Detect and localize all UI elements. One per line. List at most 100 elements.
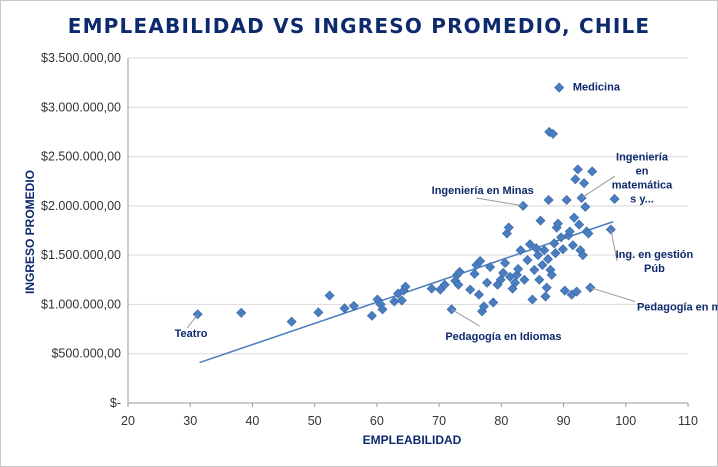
annotation-leader-line [590,287,636,302]
data-point [313,307,324,318]
annotation-label: Medicina [573,82,621,94]
data-point [579,178,590,189]
data-point [550,248,561,259]
data-point [469,268,480,279]
data-point [571,286,582,297]
data-point [509,277,521,288]
data-point [559,285,570,296]
data-point [473,289,484,300]
data-point [454,266,465,277]
data-point [577,250,588,261]
data-point [475,256,486,267]
annotation-label: Ingeniería [616,152,669,164]
data-point [488,297,499,308]
annotation-leader-line [476,197,524,207]
data-point [348,300,359,311]
data-point [561,194,572,205]
annotation-label: Ingeniería en Minas [432,185,534,197]
data-points [192,82,620,327]
annotation-label: Púb [644,263,665,275]
annotation-leader-line [451,308,480,327]
annotation-label: Teatro [175,328,208,340]
x-tick-label: 90 [557,414,571,428]
data-point [564,226,575,237]
data-point [543,194,554,205]
data-point [535,215,546,226]
data-point [547,128,559,139]
y-tick-label: $- [110,396,121,410]
annotation-label: Pedagogía en Idiomas [445,331,561,343]
data-point [439,279,450,290]
data-point [485,261,496,272]
x-tick-label: 20 [121,414,135,428]
x-tick-label: 80 [494,414,508,428]
data-point [481,277,493,288]
data-point [519,274,530,285]
gridlines [128,57,688,355]
y-tick-label: $3.500.000,00 [41,51,121,65]
y-axis-ticks: $- $500.000,00 $1.000.000,00 $1.500.000,00 $… [41,51,121,410]
data-point [511,269,522,280]
x-axis-ticks: 20 30 40 50 60 70 80 90 100 110 [121,414,698,428]
data-point [587,166,598,177]
data-point [533,250,544,261]
y-tick-label: $2.500.000,00 [41,150,121,164]
annotations: Medicina Ingeniería en Minas Ingeniería en m… [175,82,718,343]
data-point [366,310,377,321]
data-point [572,164,583,175]
x-tick-label: 50 [308,414,322,428]
annotation-label: matemática [612,180,673,192]
x-tick-label: 110 [678,414,698,428]
data-point [400,281,411,292]
annotation-leader-line [186,313,199,329]
data-point [580,201,591,212]
data-point [498,267,509,278]
data-point [574,219,585,230]
data-point [549,238,560,249]
data-point [537,259,548,271]
data-point [546,269,557,280]
data-point [567,240,578,251]
data-point [324,290,335,301]
annotation-leader-line [610,229,618,262]
y-tick-label: $500.000,00 [51,347,121,361]
y-axis-label: INGRESO PROMEDIO [23,170,37,294]
data-point [529,264,540,275]
data-point [426,283,437,294]
annotation-leader-line [581,175,615,199]
annotation-label: Ing. en gestión [616,249,694,261]
x-tick-label: 30 [183,414,197,428]
data-point [541,282,552,293]
data-point [609,193,620,204]
x-tick-label: 60 [370,414,384,428]
x-tick-label: 100 [615,414,636,428]
y-tick-label: $3.000.000,00 [41,100,121,114]
y-tick-label: $2.000.000,00 [41,199,121,213]
data-point [540,291,551,302]
data-point [501,228,512,239]
annotation-label: en [636,166,649,178]
data-point [569,212,580,223]
data-point [339,303,350,314]
data-point [515,245,526,256]
data-point [557,244,568,255]
chart-title: EMPLEABILIDAD VS INGRESO PROMEDIO, CHILE [68,14,651,38]
data-point [554,82,565,93]
axes [127,58,689,407]
x-tick-label: 40 [245,414,259,428]
annotation-label: s y... [630,194,654,206]
data-point [478,301,489,312]
data-point [500,258,511,269]
y-tick-label: $1.000.000,00 [41,297,121,311]
data-point [570,174,581,185]
data-point [552,218,563,229]
data-point [522,255,533,266]
y-tick-label: $1.500.000,00 [41,248,121,262]
data-point [396,295,407,306]
data-point [539,245,550,256]
data-point [583,228,594,239]
data-point [465,284,476,295]
data-point [236,307,247,318]
x-axis-label: EMPLEABILIDAD [363,433,462,447]
